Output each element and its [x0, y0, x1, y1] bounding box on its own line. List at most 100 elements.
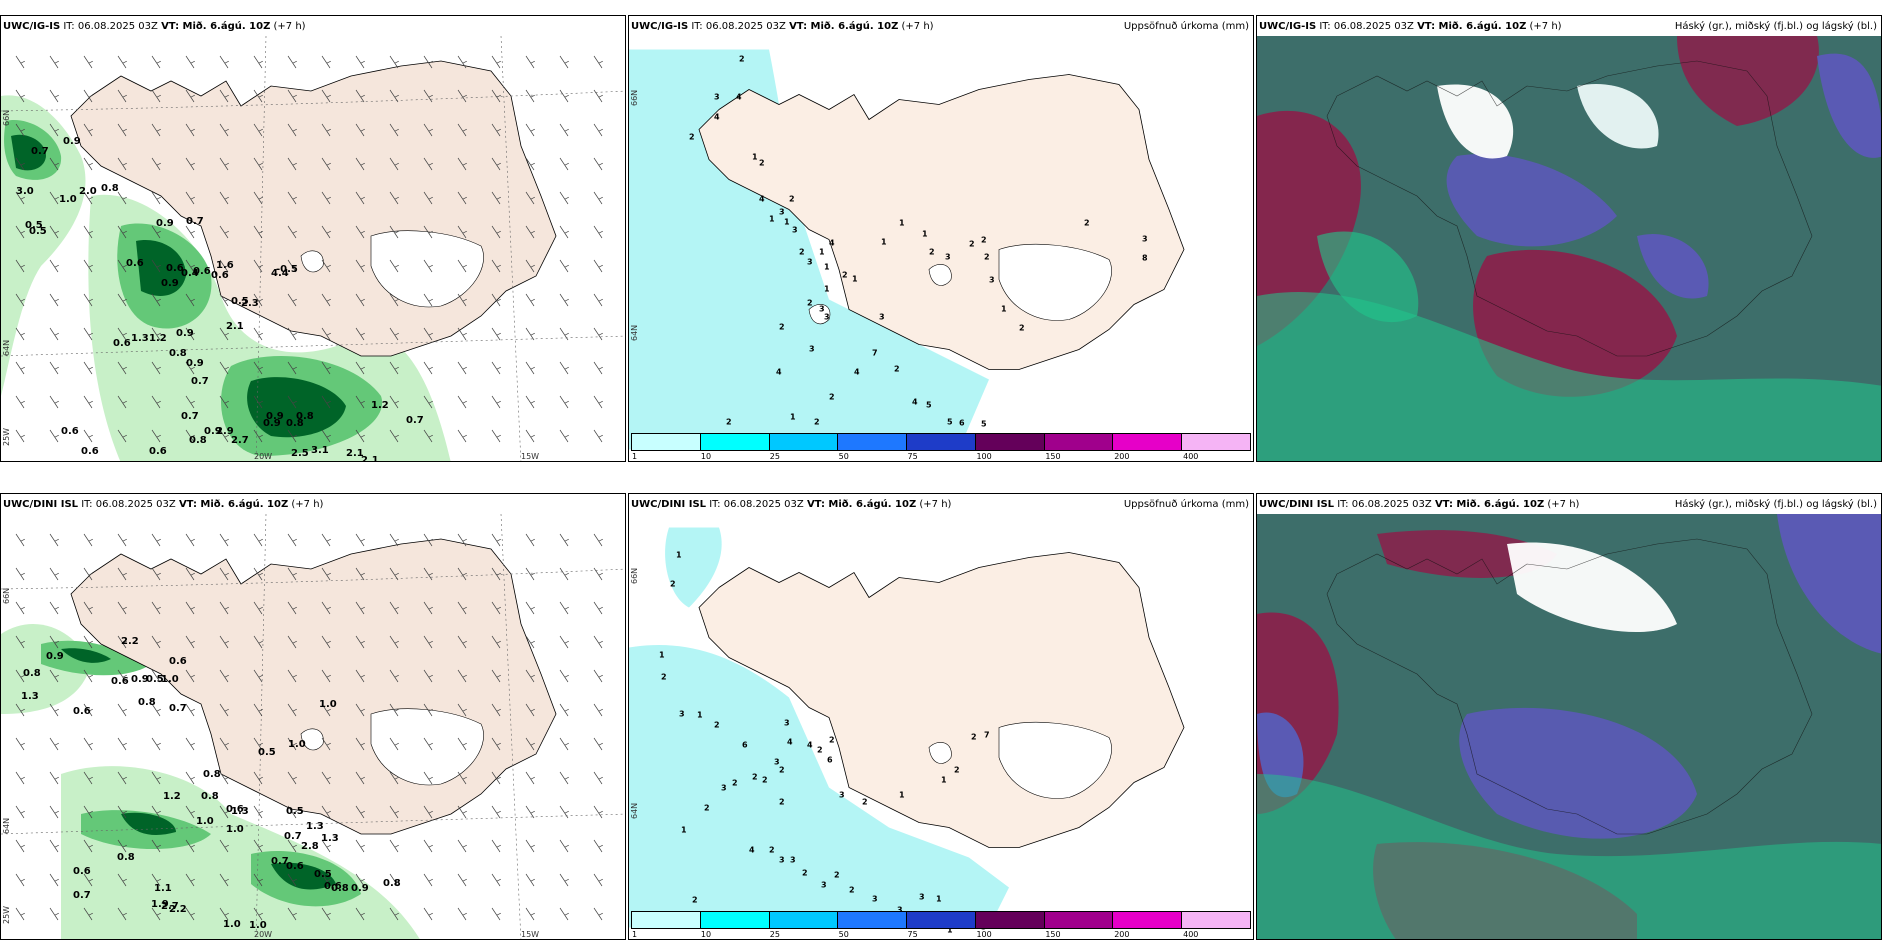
- value-label: 2: [829, 736, 835, 745]
- wind-barb: [185, 771, 195, 785]
- wind-barb: [593, 669, 603, 683]
- value-label: 2.9: [216, 426, 234, 437]
- value-label: 1: [824, 263, 830, 272]
- iceland-outline: [1326, 60, 1813, 357]
- wind-barb: [49, 123, 59, 137]
- value-label: 3: [872, 895, 878, 904]
- wind-barb: [525, 225, 535, 239]
- wind-barb: [593, 89, 603, 103]
- wind-barb: [185, 737, 195, 751]
- legend-tick: 75: [907, 930, 918, 939]
- wind-barb: [219, 327, 229, 341]
- value-label: 3: [919, 893, 925, 902]
- value-label: 0.6: [226, 804, 244, 815]
- panel-header: UWC/DINI ISL IT: 06.08.2025 03Z VT: Mið.…: [1259, 499, 1877, 513]
- legend-tick: 150: [1045, 452, 1061, 461]
- wind-barb: [389, 601, 399, 615]
- wind-barb: [559, 601, 569, 615]
- wind-barb: [593, 805, 603, 819]
- it-value: 06.08.2025 03Z: [77, 21, 158, 32]
- value-label: 1: [941, 776, 947, 785]
- wind-barb: [185, 157, 195, 171]
- wind-barb: [491, 123, 501, 137]
- value-label: 0.6: [73, 706, 91, 717]
- wind-barb: [49, 259, 59, 273]
- wind-barb: [389, 839, 399, 853]
- low-cloud-area: [1257, 110, 1361, 346]
- wind-barb: [15, 533, 25, 547]
- value-label: 1: [769, 215, 775, 224]
- wind-barb: [355, 327, 365, 341]
- wind-barb: [355, 361, 365, 375]
- wind-barb: [491, 601, 501, 615]
- wind-barb: [219, 771, 229, 785]
- value-label: 2: [769, 846, 775, 855]
- wind-barb: [355, 533, 365, 547]
- wind-barb: [151, 327, 161, 341]
- value-label: 3: [945, 253, 951, 262]
- wind-barb: [525, 839, 535, 853]
- wind-barb: [423, 157, 433, 171]
- iceland-landmass: [698, 552, 1185, 848]
- legend-tick: 150: [1045, 930, 1061, 939]
- wind-barb: [321, 259, 331, 273]
- wind-barb: [219, 737, 229, 751]
- value-label: 5: [947, 418, 953, 427]
- value-label: 6: [827, 756, 833, 765]
- value-label: 3: [792, 226, 798, 235]
- legend-swatch: [838, 912, 908, 928]
- value-label: 0.6: [324, 881, 342, 892]
- wind-barb: [559, 123, 569, 137]
- value-label: 2: [704, 804, 710, 813]
- value-label: 0.8: [296, 411, 314, 422]
- wind-barb: [593, 293, 603, 307]
- wind-barb: [117, 839, 127, 853]
- wind-barb: [287, 601, 297, 615]
- lon-label-15w: 15W: [521, 452, 540, 461]
- iceland-landmass: [70, 60, 557, 357]
- wind-barb: [253, 225, 263, 239]
- wind-barb: [559, 669, 569, 683]
- wind-barb: [15, 635, 25, 649]
- value-label: 4: [736, 93, 742, 102]
- wind-barb: [151, 225, 161, 239]
- wind-barb: [491, 191, 501, 205]
- wind-barb: [15, 395, 25, 409]
- wind-barb: [253, 873, 263, 887]
- accum-legend: 1 10 25 50 75 100 150 200 400: [629, 909, 1253, 939]
- it-label: IT:: [1319, 21, 1331, 32]
- legend-tick: 25: [769, 452, 780, 461]
- wind-barb: [321, 395, 331, 409]
- wind-barb: [355, 805, 365, 819]
- wind-barb: [355, 873, 365, 887]
- panel-header: UWC/IG-IS IT: 06.08.2025 03Z VT: Mið. 6.…: [1259, 21, 1877, 35]
- wind-barb: [389, 191, 399, 205]
- value-label: 3.1: [311, 445, 329, 456]
- value-label: 2.3: [241, 298, 259, 309]
- wind-barb: [355, 191, 365, 205]
- wind-barb: [593, 533, 603, 547]
- wind-barb: [219, 907, 229, 921]
- wind-barb: [117, 55, 127, 69]
- wind-barb: [525, 873, 535, 887]
- it-label: IT:: [63, 21, 75, 32]
- wind-barb: [15, 601, 25, 615]
- wind-barb: [185, 191, 195, 205]
- wind-barb: [185, 703, 195, 717]
- wind-barb: [185, 293, 195, 307]
- wind-barb: [491, 635, 501, 649]
- wind-barb: [219, 225, 229, 239]
- wind-barb: [185, 669, 195, 683]
- legend-swatch: [1113, 434, 1183, 450]
- wind-barb: [83, 327, 93, 341]
- wind-barb: [253, 327, 263, 341]
- value-label: 3.0: [16, 186, 34, 197]
- value-label: 4: [714, 113, 720, 122]
- wind-barb: [389, 635, 399, 649]
- wind-barb: [491, 771, 501, 785]
- value-label: 0.8: [189, 435, 207, 446]
- model-name: UWC/DINI ISL: [631, 499, 707, 510]
- wind-barb: [117, 123, 127, 137]
- wind-barb: [287, 157, 297, 171]
- wind-barb: [559, 533, 569, 547]
